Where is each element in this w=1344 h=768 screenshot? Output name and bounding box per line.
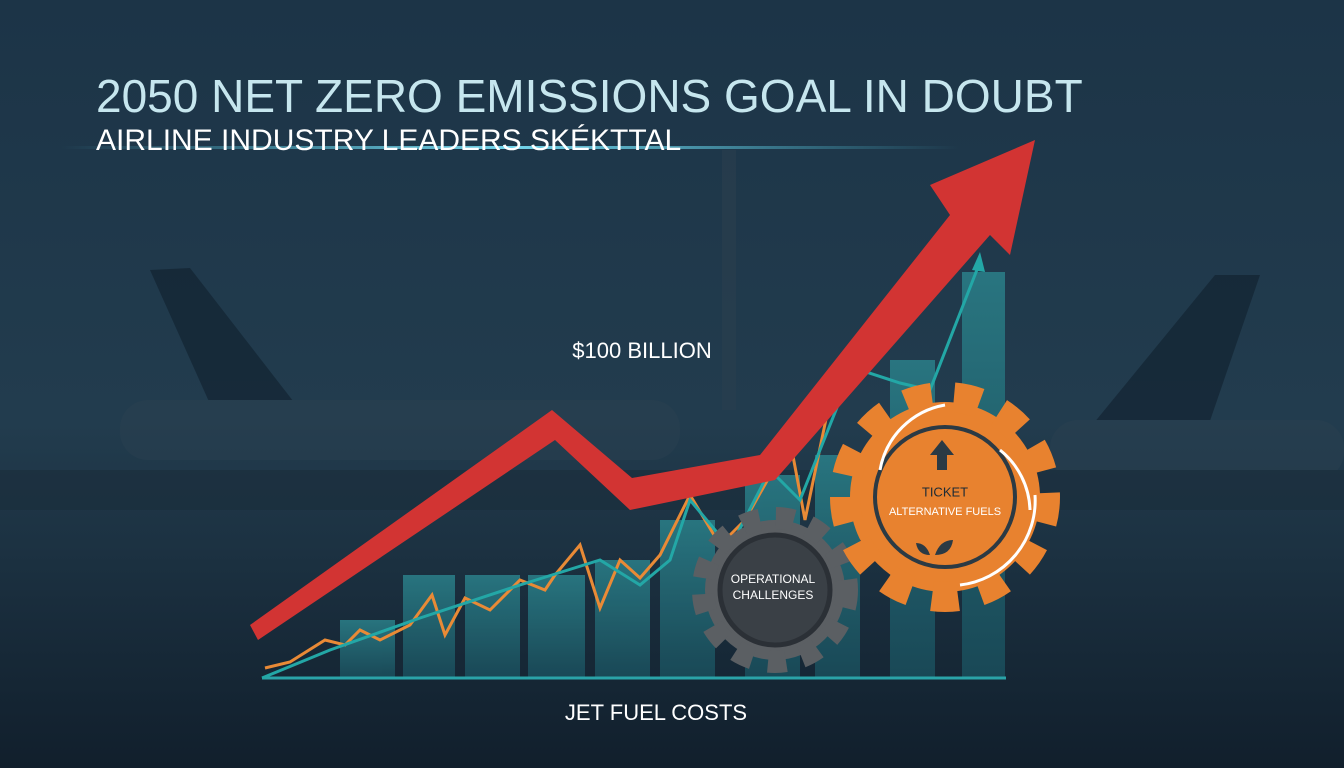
gear-label: CHALLENGES [733, 588, 814, 602]
gear-label: TICKET [922, 484, 968, 499]
gear-fuels: TICKET ALTERNATIVE FUELS [830, 382, 1060, 612]
teal-line [261, 261, 982, 680]
gear-label: ALTERNATIVE FUELS [889, 506, 1001, 518]
gear-label: OPERATIONAL [731, 572, 816, 586]
subtitle: AIRLINE INDUSTRY LEADERS SKÉKTTAL [96, 124, 681, 157]
amount-label: $100 BILLION [572, 338, 711, 363]
gear-operational: OPERATIONAL CHALLENGES [692, 507, 858, 673]
teal-arrowhead [972, 252, 985, 272]
title-glow [60, 146, 960, 149]
red-arrow [250, 140, 1035, 640]
axis-label: JET FUEL COSTS [565, 700, 747, 725]
title: 2050 NET ZERO EMISSIONS GOAL IN DOUBT [96, 70, 1083, 122]
